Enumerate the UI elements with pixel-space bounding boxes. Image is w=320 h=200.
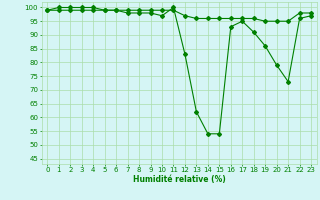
X-axis label: Humidité relative (%): Humidité relative (%) [133, 175, 226, 184]
